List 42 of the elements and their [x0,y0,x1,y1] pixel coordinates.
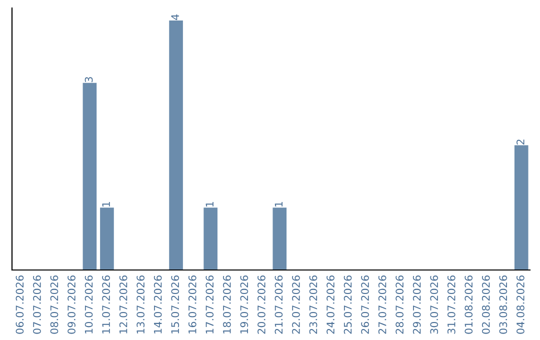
x-tick-label: 03.08.2026 [499,276,508,334]
x-tick-label: 02.08.2026 [482,276,490,334]
data-label: 1 [206,202,214,206]
bar [100,208,114,270]
x-tick-label: 20.07.2026 [258,276,266,334]
x-tick-label: 01.08.2026 [464,276,473,334]
x-tick-label: 10.07.2026 [84,276,93,334]
x-tick-label: 30.07.2026 [430,276,438,334]
x-tick-label: 14.07.2026 [154,276,162,334]
x-tick-label: 19.07.2026 [240,276,248,334]
bar [204,208,218,270]
x-tick-label: 16.07.2026 [188,276,196,334]
bar [514,145,528,270]
x-tick-label: 27.07.2026 [378,276,386,334]
x-tick-label: 08.07.2026 [50,276,58,334]
x-tick-label: 26.07.2026 [361,276,369,334]
x-tick-label: 25.07.2026 [344,276,352,334]
x-tick-label: 22.07.2026 [292,276,300,334]
data-label: 1 [102,202,110,206]
bar [82,82,97,270]
bar [169,20,183,270]
x-tick-label: 07.07.2026 [33,276,41,334]
x-tick-label: 12.07.2026 [119,276,128,334]
x-tick-label: 13.07.2026 [136,276,145,334]
data-label: 1 [274,202,283,206]
x-tick-label: 21.07.2026 [274,276,283,334]
data-label: 2 [516,140,524,144]
x-tick-label: 24.07.2026 [326,276,334,334]
x-tick-label: 31.07.2026 [447,276,456,334]
x-tick-label: 15.07.2026 [171,276,180,334]
x-tick-label: 04.08.2026 [516,276,524,334]
x-tick-label: 17.07.2026 [206,276,214,334]
x-tick-label: 09.07.2026 [68,276,76,334]
x-tick-label: 11.07.2026 [102,276,110,334]
x-tick-label: 06.07.2026 [16,276,24,334]
x-tick-label: 28.07.2026 [396,276,404,334]
x-tick-label: 18.07.2026 [222,276,231,334]
x-tick-label: 29.07.2026 [412,276,421,334]
data-label: 3 [84,77,93,82]
data-label: 4 [171,14,179,20]
x-tick-label: 23.07.2026 [309,276,318,334]
bar [272,208,287,270]
